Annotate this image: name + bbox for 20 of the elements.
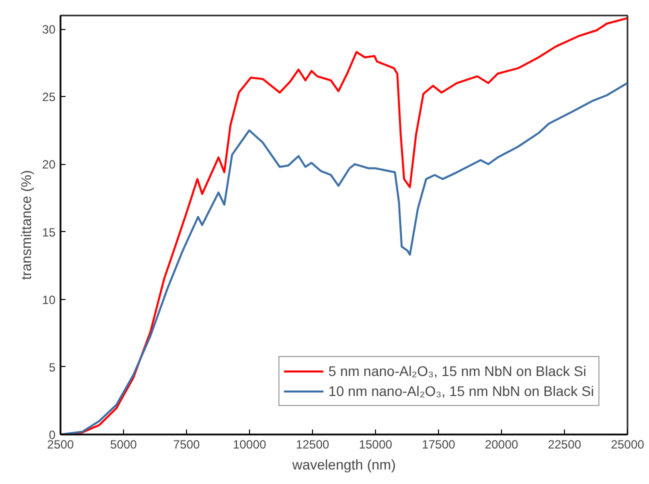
y-tick-label: 30 — [42, 22, 56, 37]
y-axis-title: transmittance (%) — [18, 170, 34, 280]
x-tick-label: 22500 — [548, 438, 582, 452]
legend-label: 5 nm nano-Al₂O₃, 15 nm NbN on Black Si — [328, 363, 586, 379]
legend-label: 10 nm nano-Al₂O₃, 15 nm NbN on Black Si — [328, 383, 594, 399]
x-tick-label: 5000 — [110, 438, 138, 452]
x-tick-label: 17500 — [422, 438, 456, 452]
y-tick-label: 15 — [42, 225, 56, 240]
x-tick-label: 2500 — [47, 438, 74, 452]
x-tick-label: 10000 — [232, 438, 267, 452]
y-tick-label: 25 — [42, 90, 56, 104]
x-axis-title: wavelength (nm) — [291, 456, 396, 472]
y-tick-label: 5 — [48, 360, 56, 374]
x-tick-label: 15000 — [358, 438, 393, 452]
x-tick-label: 25000 — [610, 438, 645, 452]
y-tick-label: 10 — [42, 292, 56, 307]
y-tick-label: 20 — [42, 158, 56, 172]
x-tick-label: 7500 — [173, 438, 200, 452]
x-tick-label: 12500 — [296, 438, 330, 452]
x-tick-label: 20000 — [484, 438, 519, 452]
